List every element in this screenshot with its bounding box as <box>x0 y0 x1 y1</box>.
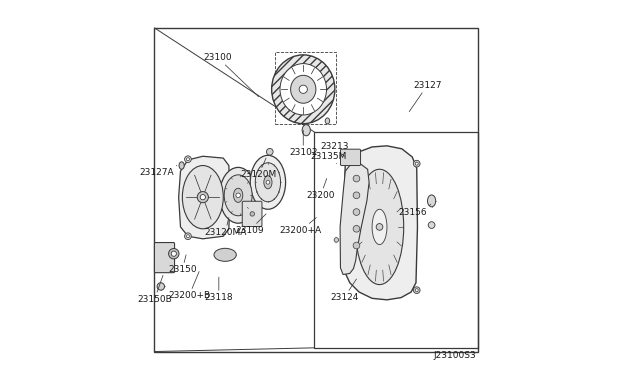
Ellipse shape <box>186 235 189 238</box>
Polygon shape <box>340 164 369 275</box>
Ellipse shape <box>413 160 420 167</box>
Ellipse shape <box>172 251 177 256</box>
Text: 23200: 23200 <box>307 179 335 200</box>
Ellipse shape <box>353 242 360 249</box>
Ellipse shape <box>266 180 270 184</box>
Ellipse shape <box>179 162 184 169</box>
Ellipse shape <box>236 193 241 198</box>
Text: 23109: 23109 <box>235 214 266 235</box>
Ellipse shape <box>255 163 280 202</box>
Text: 23156: 23156 <box>398 205 431 217</box>
Ellipse shape <box>250 155 285 209</box>
Ellipse shape <box>186 158 189 161</box>
FancyBboxPatch shape <box>154 243 175 273</box>
Text: J23100S3: J23100S3 <box>433 351 476 360</box>
Ellipse shape <box>353 175 360 182</box>
Text: 23213: 23213 <box>320 142 348 156</box>
Text: 23135M: 23135M <box>310 152 346 164</box>
Ellipse shape <box>182 166 223 229</box>
Ellipse shape <box>184 156 191 163</box>
Text: 23200+A: 23200+A <box>280 218 322 235</box>
Ellipse shape <box>250 212 255 216</box>
Ellipse shape <box>266 148 273 155</box>
Text: 23120MA: 23120MA <box>204 218 246 237</box>
Text: 23150B: 23150B <box>137 275 172 304</box>
Ellipse shape <box>234 188 243 202</box>
Ellipse shape <box>220 167 257 223</box>
Text: 23124: 23124 <box>330 279 358 302</box>
Ellipse shape <box>291 75 316 103</box>
Text: 23200+B: 23200+B <box>168 272 210 300</box>
Ellipse shape <box>280 64 326 115</box>
Ellipse shape <box>353 225 360 232</box>
Ellipse shape <box>334 238 339 242</box>
Ellipse shape <box>197 192 209 203</box>
Ellipse shape <box>415 289 418 292</box>
Ellipse shape <box>428 222 435 228</box>
Text: 23102: 23102 <box>289 130 317 157</box>
Ellipse shape <box>372 209 387 245</box>
Text: 23118: 23118 <box>205 277 233 302</box>
Ellipse shape <box>413 287 420 294</box>
Text: 23127: 23127 <box>410 81 442 112</box>
Text: 23100: 23100 <box>204 53 259 97</box>
Ellipse shape <box>428 195 436 207</box>
Ellipse shape <box>299 85 307 93</box>
FancyBboxPatch shape <box>340 149 360 166</box>
Ellipse shape <box>353 192 360 199</box>
Ellipse shape <box>302 125 310 136</box>
Ellipse shape <box>184 233 191 240</box>
Ellipse shape <box>264 176 272 189</box>
Text: 23150: 23150 <box>168 255 196 274</box>
Polygon shape <box>343 146 417 300</box>
Ellipse shape <box>325 118 330 124</box>
Ellipse shape <box>355 169 404 285</box>
Ellipse shape <box>224 175 252 216</box>
Ellipse shape <box>415 162 418 165</box>
Text: 23120M: 23120M <box>241 158 276 179</box>
Ellipse shape <box>168 248 179 259</box>
Text: 23127A: 23127A <box>139 166 177 177</box>
Ellipse shape <box>214 248 236 261</box>
Ellipse shape <box>271 55 335 124</box>
Polygon shape <box>179 156 230 239</box>
Ellipse shape <box>200 195 205 200</box>
Ellipse shape <box>376 224 383 230</box>
Ellipse shape <box>353 209 360 215</box>
Ellipse shape <box>157 283 164 290</box>
FancyBboxPatch shape <box>243 201 262 227</box>
